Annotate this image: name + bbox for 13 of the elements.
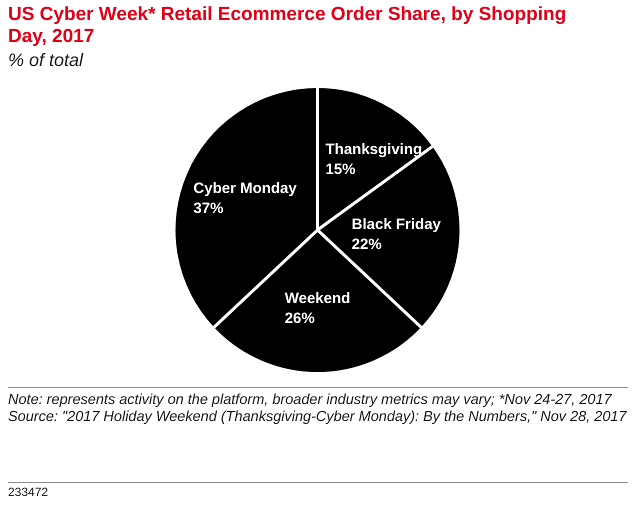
- source-note: Source: "2017 Holiday Weekend (Thanksgiving-Cyber Monday): By the Numbers," Nov 28, 2017: [8, 409, 628, 426]
- slice-label: Weekend: [284, 290, 350, 308]
- chart-subtitle: % of total: [8, 50, 84, 71]
- data-label: 37%: [193, 200, 224, 217]
- text: 233472: [8, 482, 628, 499]
- slice-label: Black Friday: [352, 216, 442, 234]
- data-label: 15%: [326, 160, 356, 178]
- slice-label: Cyber Monday: [193, 180, 298, 197]
- text: Note: represents activity on the platform, broader industry metrics may vary; *Nov 24-27, 2017: [8, 392, 613, 409]
- data-label: 26%: [284, 310, 315, 328]
- chart-title: US Cyber Week* Retail Ecommerce Order Share, by Shopping Day, 2017: [8, 4, 568, 48]
- slice-label: Thanksgiving: [326, 140, 422, 158]
- data-label: 22%: [352, 236, 382, 254]
